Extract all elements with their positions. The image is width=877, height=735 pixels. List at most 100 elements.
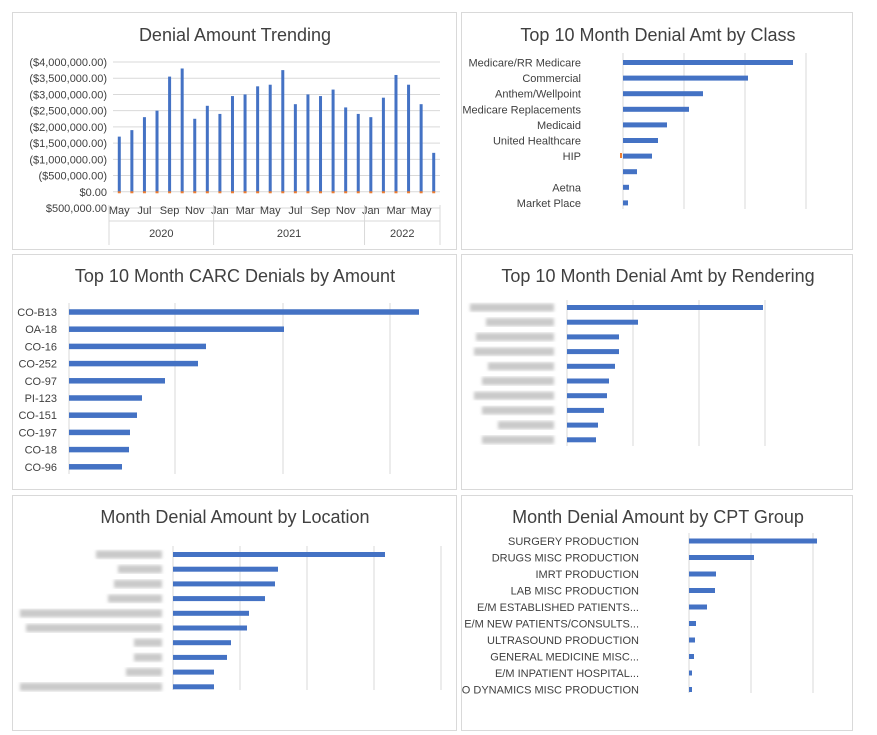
- category-label: CO-18: [25, 445, 57, 457]
- bar: [623, 200, 628, 206]
- trend-bar: [432, 152, 436, 192]
- y-tick-label: $500,000.00: [46, 203, 107, 215]
- trend-bar: [407, 84, 411, 192]
- redacted-label: [134, 653, 162, 662]
- category-label: Medicaid: [537, 120, 581, 132]
- x-year-label: 2020: [149, 228, 173, 240]
- trend-bar: [180, 68, 184, 192]
- category-label: ULTRASOUND PRODUCTION: [487, 635, 639, 647]
- bar: [567, 422, 598, 428]
- chart-title: Top 10 Month Denial Amt by Class: [520, 25, 795, 45]
- category-label: CO-151: [18, 410, 57, 422]
- trend-accent-mark: [243, 191, 247, 194]
- x-year-label: 2021: [277, 228, 301, 240]
- bar: [173, 596, 265, 602]
- trend-bar: [419, 104, 423, 192]
- trend-bar: [306, 94, 310, 192]
- x-month-label: May: [411, 205, 432, 217]
- category-label: Commercial: [522, 73, 581, 85]
- bar: [689, 604, 707, 610]
- trend-bar: [168, 76, 172, 192]
- trend-bar: [117, 136, 121, 192]
- bar: [623, 169, 637, 175]
- trend-accent-mark: [306, 191, 310, 194]
- category-label: CO-97: [25, 376, 57, 388]
- trend-accent-mark: [155, 191, 159, 194]
- x-year-label: 2022: [390, 228, 414, 240]
- category-label: CO-197: [18, 427, 57, 439]
- category-label: OA-18: [25, 324, 57, 336]
- bar: [69, 429, 130, 436]
- bar: [689, 588, 715, 593]
- category-label: IMRT PRODUCTION: [536, 569, 640, 581]
- bar: [69, 395, 142, 401]
- denial-trending-chart: Denial Amount Trending ($4,000,000.00) ($…: [29, 25, 441, 245]
- bar: [623, 106, 689, 112]
- redacted-label: [486, 318, 554, 327]
- bar: [689, 538, 817, 544]
- bar: [689, 687, 692, 692]
- redacted-label: [118, 565, 162, 574]
- trend-bar: [243, 94, 247, 192]
- bar: [623, 75, 748, 81]
- bar: [689, 621, 696, 626]
- category-label: CO-16: [25, 341, 57, 353]
- bar: [623, 184, 629, 190]
- bar: [173, 625, 247, 631]
- trend-accent-mark: [205, 191, 209, 194]
- redacted-label: [126, 668, 162, 677]
- denial-by-class-chart: Top 10 Month Denial Amt by Class Medicar…: [462, 25, 807, 210]
- category-label: CO-96: [25, 462, 57, 474]
- chart-title: Top 10 Month Denial Amt by Rendering: [501, 266, 814, 286]
- x-month-label: Sep: [160, 205, 180, 217]
- y-tick-label: ($1,500,000.00): [29, 138, 107, 150]
- carc-denials-chart: Top 10 Month CARC Denials by Amount CO-B…: [17, 266, 419, 474]
- category-label: United Healthcare: [493, 136, 581, 148]
- denial-by-location-chart: Month Denial Amount by Location: [20, 507, 442, 691]
- trend-accent-mark: [193, 191, 197, 194]
- bar: [173, 684, 214, 690]
- bar: [69, 446, 129, 453]
- chart-title: Month Denial Amount by Location: [100, 507, 369, 527]
- bar: [567, 319, 638, 325]
- trend-accent-mark: [319, 191, 323, 194]
- redacted-label: [114, 579, 162, 588]
- redacted-label: [134, 638, 162, 647]
- trend-accent-mark: [117, 191, 121, 194]
- chart-title: Month Denial Amount by CPT Group: [512, 507, 804, 527]
- y-tick-label: ($4,000,000.00): [29, 57, 107, 69]
- redacted-label: [482, 435, 554, 444]
- bar: [623, 122, 667, 128]
- bar: [173, 669, 214, 675]
- bar: [69, 412, 137, 418]
- category-label: E/M INPATIENT HOSPITAL...: [495, 668, 639, 680]
- trend-accent-mark: [407, 191, 411, 194]
- trend-accent-mark: [381, 191, 385, 194]
- trend-bar: [130, 130, 134, 192]
- trend-accent-mark: [168, 191, 172, 194]
- trend-accent-mark: [394, 191, 398, 194]
- trend-bar: [381, 97, 385, 192]
- redacted-label: [470, 303, 554, 312]
- hip-accent-mark: [620, 153, 622, 158]
- bar: [689, 555, 754, 560]
- category-label: CO-B13: [17, 307, 57, 319]
- carc-denials-panel: Top 10 Month CARC Denials by Amount CO-B…: [12, 254, 457, 490]
- bar: [567, 407, 604, 413]
- bar: [173, 566, 278, 572]
- chart-title: Denial Amount Trending: [139, 25, 331, 45]
- bar: [173, 610, 249, 616]
- category-label: Medicare Replacements: [462, 104, 581, 116]
- redacted-label: [20, 609, 162, 618]
- trend-bar: [230, 96, 234, 192]
- redacted-label: [482, 406, 554, 415]
- trend-accent-mark: [180, 191, 184, 194]
- bar: [173, 654, 227, 660]
- category-label: Aetna: [552, 182, 582, 194]
- redacted-label: [108, 594, 162, 603]
- bar: [689, 571, 716, 577]
- trend-bar: [268, 84, 272, 192]
- redacted-label: [96, 550, 162, 559]
- redacted-label: [26, 624, 162, 632]
- y-tick-label: ($3,500,000.00): [29, 73, 107, 85]
